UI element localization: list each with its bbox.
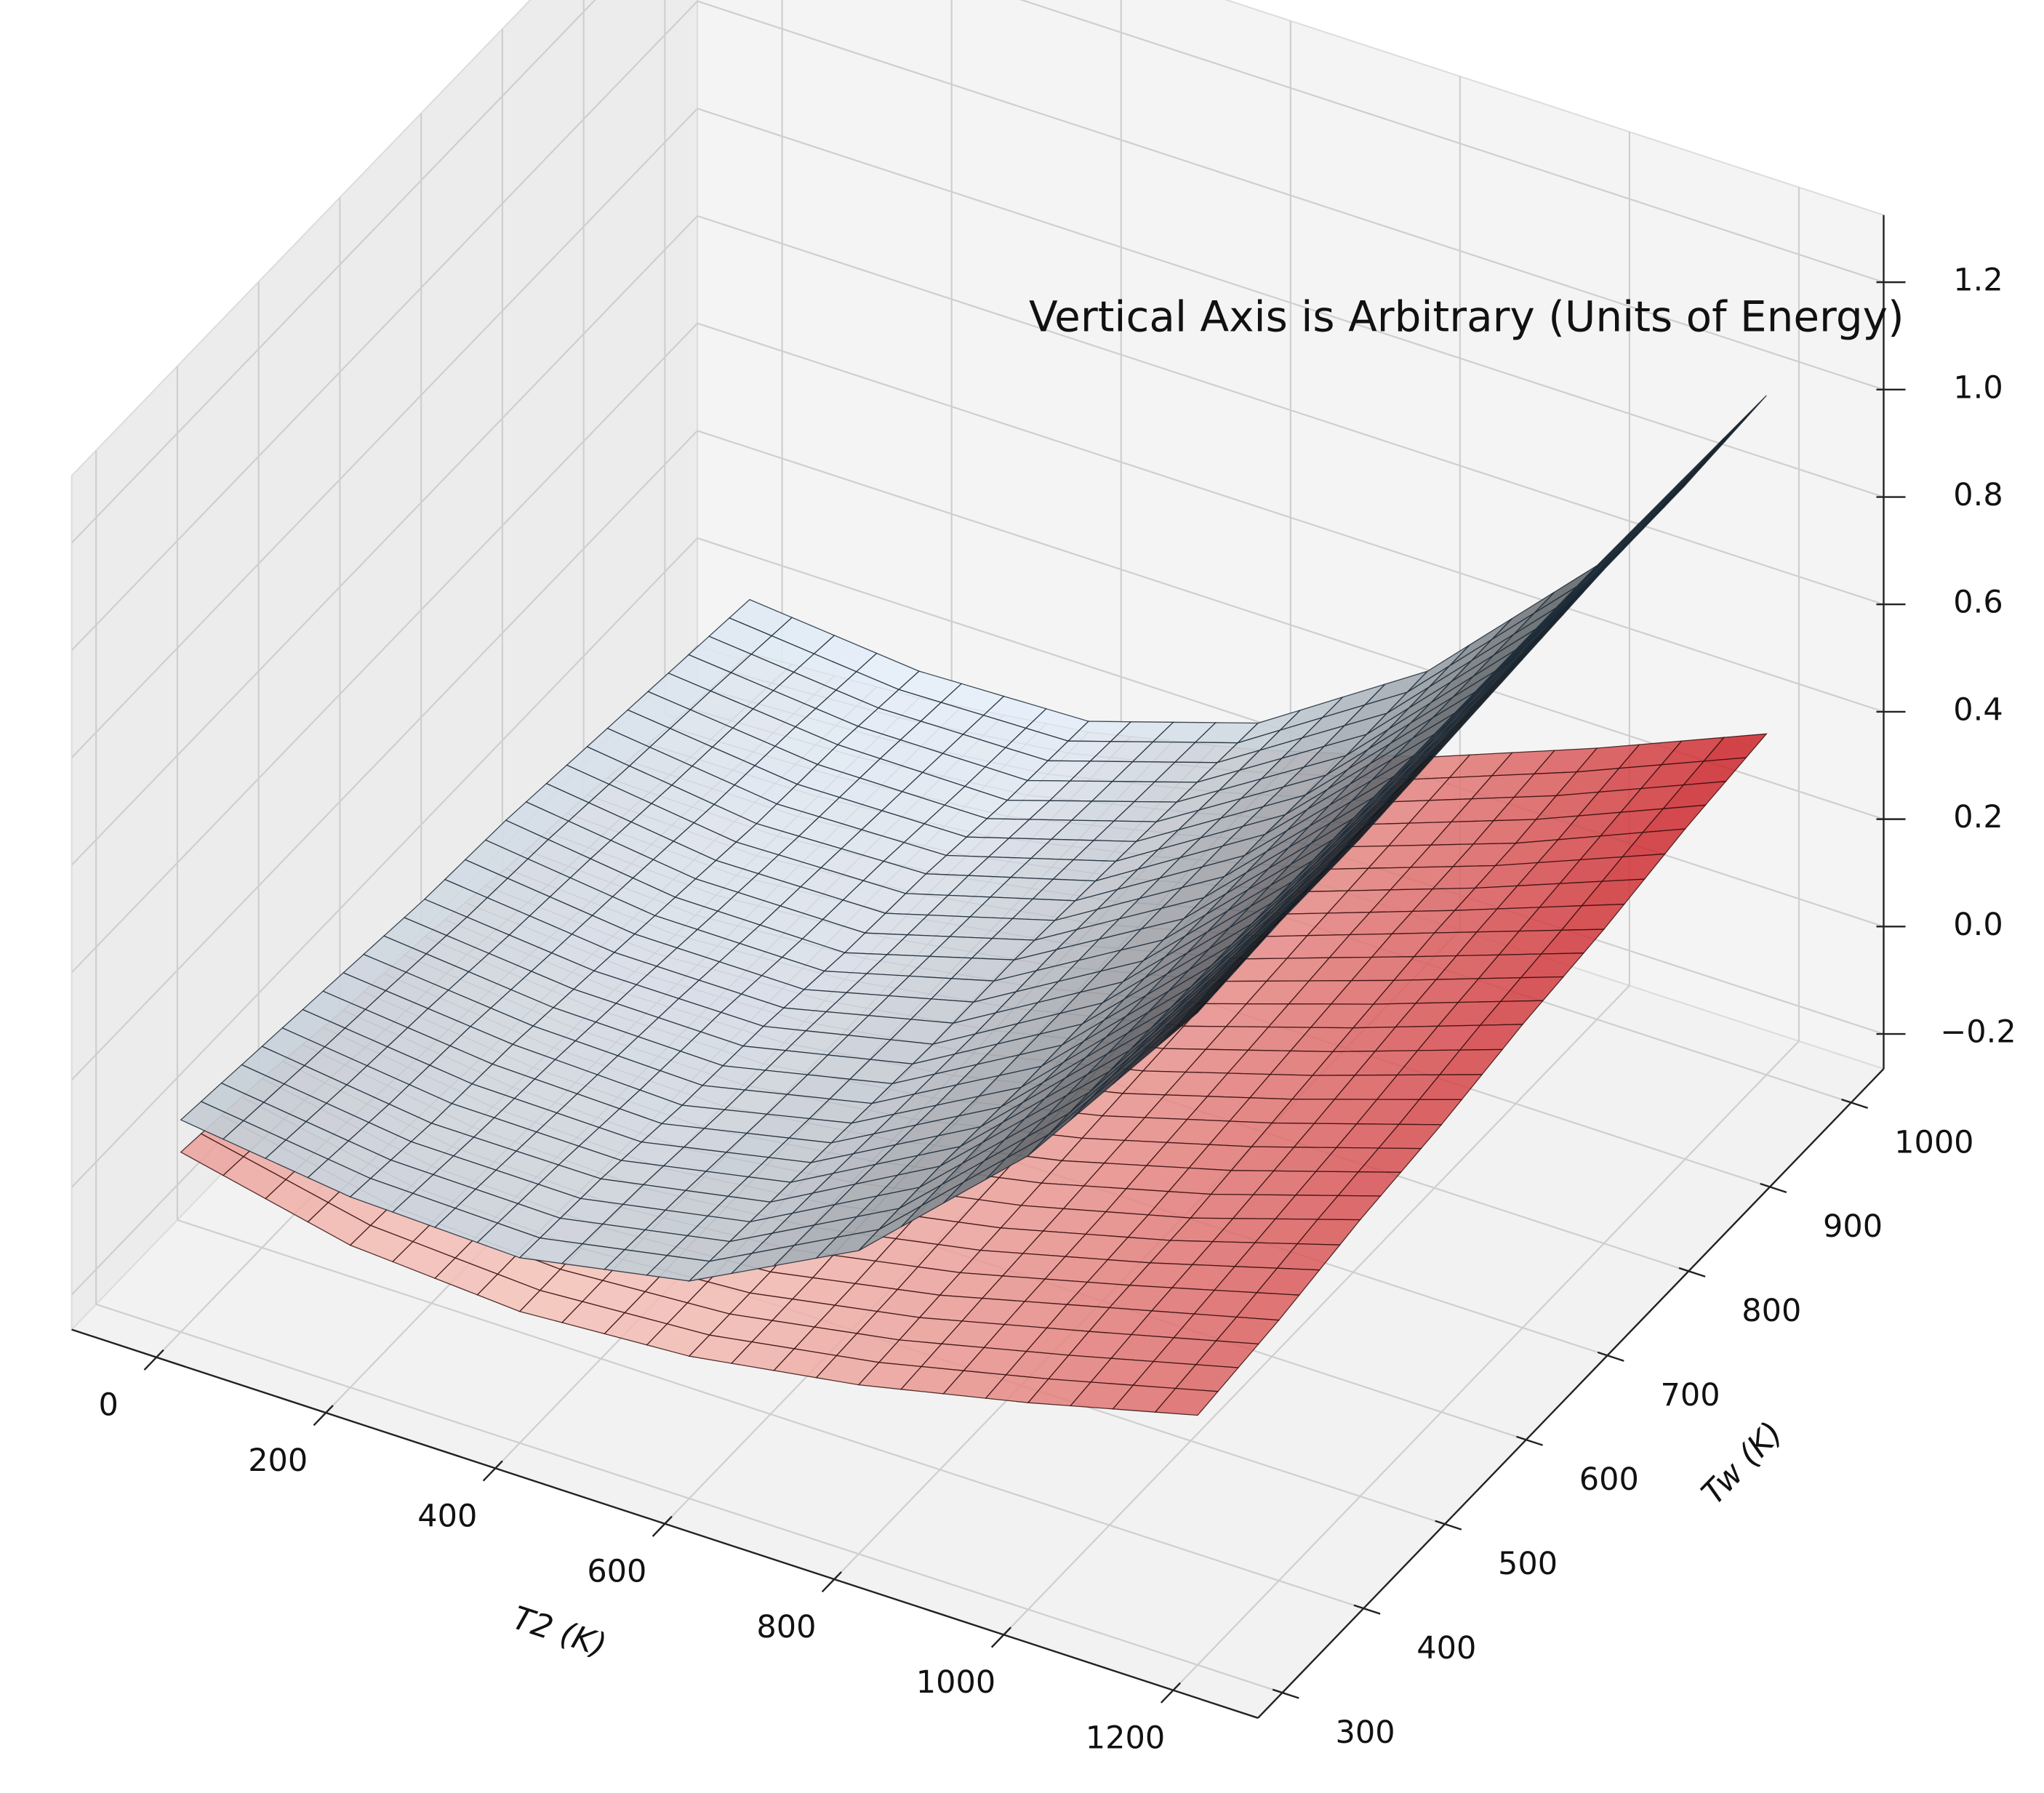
grid-line <box>1172 1040 1800 1691</box>
x-tick-label: 0 <box>99 1387 119 1424</box>
x-tick <box>313 1405 334 1427</box>
x-tick-label: 200 <box>248 1443 308 1479</box>
grid-line <box>697 214 1884 606</box>
y-tick <box>1435 1520 1462 1531</box>
z-tick-label: 0.0 <box>1953 907 2003 943</box>
surface-face <box>1154 1387 1219 1416</box>
grid-line <box>177 1219 1364 1610</box>
grid-line <box>71 430 698 1080</box>
z-tick-label: 0.2 <box>1953 799 2003 835</box>
x-tick-label: 400 <box>417 1498 477 1534</box>
grid-line <box>697 0 1884 390</box>
x-axis-label: T2 (K) <box>508 1600 611 1665</box>
y-tick <box>1272 1688 1299 1699</box>
z-tick-label: 0.4 <box>1953 691 2003 728</box>
x-tick <box>143 1349 164 1371</box>
y-tick <box>1516 1435 1543 1446</box>
x-tick <box>652 1515 673 1537</box>
y-tick-label: 500 <box>1498 1546 1558 1582</box>
annotation: Vertical Axis is Arbitrary (Units of Ene… <box>1029 292 1904 341</box>
grid-line <box>71 322 698 974</box>
y-axis-line <box>1257 1068 1885 1719</box>
z-tick-label: −0.2 <box>1940 1014 2016 1051</box>
x-tick <box>1160 1682 1182 1704</box>
surface-face <box>1155 990 1219 1049</box>
grid-line <box>697 322 1884 713</box>
y-tick-label: 1000 <box>1894 1124 1973 1160</box>
x-tick-label: 800 <box>756 1609 816 1645</box>
y-tick-label: 700 <box>1661 1377 1720 1413</box>
grid-line <box>71 0 596 544</box>
x-tick <box>821 1571 842 1593</box>
x-tick-label: 1200 <box>1086 1720 1165 1757</box>
y-tick <box>1353 1604 1381 1615</box>
y-tick <box>1841 1098 1868 1110</box>
grid-line <box>1019 0 1884 284</box>
z-tick-label: 0.6 <box>1953 585 2003 621</box>
y-tick <box>1760 1182 1787 1193</box>
z-tick-label: 1.2 <box>1953 262 2003 299</box>
grid-line <box>95 1303 1283 1694</box>
y-tick-label: 300 <box>1336 1714 1395 1751</box>
grid-line <box>1003 984 1630 1636</box>
y-tick-label: 800 <box>1742 1293 1801 1329</box>
x-tick-label: 600 <box>587 1554 646 1590</box>
y-tick <box>1597 1351 1624 1362</box>
y-tick-label: 600 <box>1579 1461 1639 1498</box>
z-tick-label: 1.0 <box>1953 369 2003 406</box>
grid-line <box>71 537 698 1188</box>
grid-line <box>71 0 698 651</box>
x-tick <box>990 1626 1011 1648</box>
grid-line <box>697 108 1884 498</box>
x-tick-label: 1000 <box>916 1664 995 1701</box>
z-tick-label: 0.8 <box>1953 477 2003 513</box>
y-axis-label: Tw (K) <box>1694 1415 1789 1512</box>
grid-line <box>71 215 698 866</box>
y-tick <box>1678 1267 1706 1277</box>
surfaces <box>180 395 1768 1416</box>
y-tick-label: 900 <box>1823 1208 1883 1245</box>
y-tick-label: 400 <box>1416 1630 1476 1666</box>
grid-line <box>71 108 698 758</box>
x-tick <box>482 1460 503 1482</box>
